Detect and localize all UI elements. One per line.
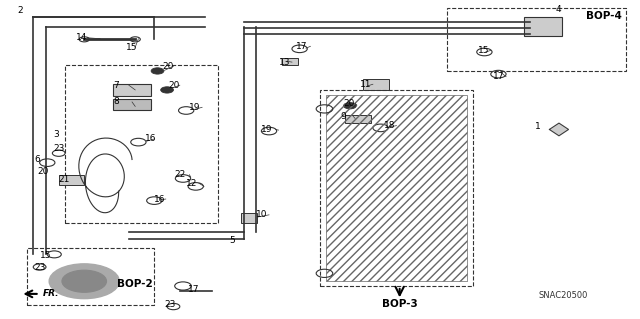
Circle shape (161, 87, 173, 93)
Bar (524, 17, 562, 36)
Text: 12: 12 (186, 179, 198, 188)
Text: BOP-3: BOP-3 (382, 299, 417, 309)
Bar (27, 248, 154, 305)
Polygon shape (549, 123, 568, 136)
Bar (447, 8, 626, 71)
Circle shape (344, 103, 356, 109)
Text: 18: 18 (384, 121, 396, 130)
Bar (326, 95, 467, 281)
Text: 17: 17 (493, 72, 505, 81)
Text: 11: 11 (360, 80, 372, 89)
Text: 17: 17 (296, 42, 307, 51)
Text: 20: 20 (38, 167, 49, 176)
Bar (113, 84, 151, 96)
Text: 1: 1 (536, 122, 541, 131)
Text: FR.: FR. (43, 289, 60, 298)
Text: 16: 16 (154, 195, 166, 204)
Text: 4: 4 (556, 5, 561, 14)
Text: 19: 19 (189, 103, 201, 112)
Text: 15: 15 (478, 46, 490, 55)
Text: 13: 13 (278, 58, 290, 67)
Bar (59, 175, 84, 185)
Bar (241, 213, 257, 223)
Bar (320, 90, 473, 286)
Text: SNAC20500: SNAC20500 (538, 291, 588, 300)
Text: 17: 17 (188, 285, 199, 294)
Text: 6: 6 (35, 155, 40, 164)
Text: 20: 20 (168, 81, 180, 90)
Text: 23: 23 (54, 144, 65, 153)
Text: 22: 22 (175, 170, 186, 179)
Text: 7: 7 (113, 81, 118, 90)
Bar (346, 115, 371, 123)
Text: 14: 14 (76, 33, 87, 42)
Text: 20: 20 (163, 62, 174, 71)
Text: 16: 16 (145, 134, 157, 144)
Text: 3: 3 (54, 130, 60, 139)
Text: BOP-4: BOP-4 (586, 11, 621, 21)
Text: 15: 15 (40, 251, 51, 260)
Text: 2: 2 (17, 6, 23, 15)
Text: 19: 19 (261, 125, 273, 134)
Text: 8: 8 (113, 97, 118, 107)
Text: 15: 15 (125, 43, 137, 52)
Circle shape (151, 68, 164, 74)
Bar (65, 65, 218, 223)
Bar (282, 58, 298, 65)
Bar (113, 100, 151, 110)
Circle shape (49, 264, 119, 299)
Bar (364, 79, 389, 90)
Text: 5: 5 (230, 236, 236, 245)
Circle shape (62, 270, 106, 292)
Text: 21: 21 (59, 174, 70, 184)
Text: 20: 20 (343, 99, 355, 108)
Text: 23: 23 (164, 300, 175, 309)
Text: 23: 23 (35, 263, 46, 271)
Text: 9: 9 (340, 112, 346, 121)
Text: 10: 10 (256, 210, 268, 219)
Text: BOP-2: BOP-2 (117, 279, 153, 289)
